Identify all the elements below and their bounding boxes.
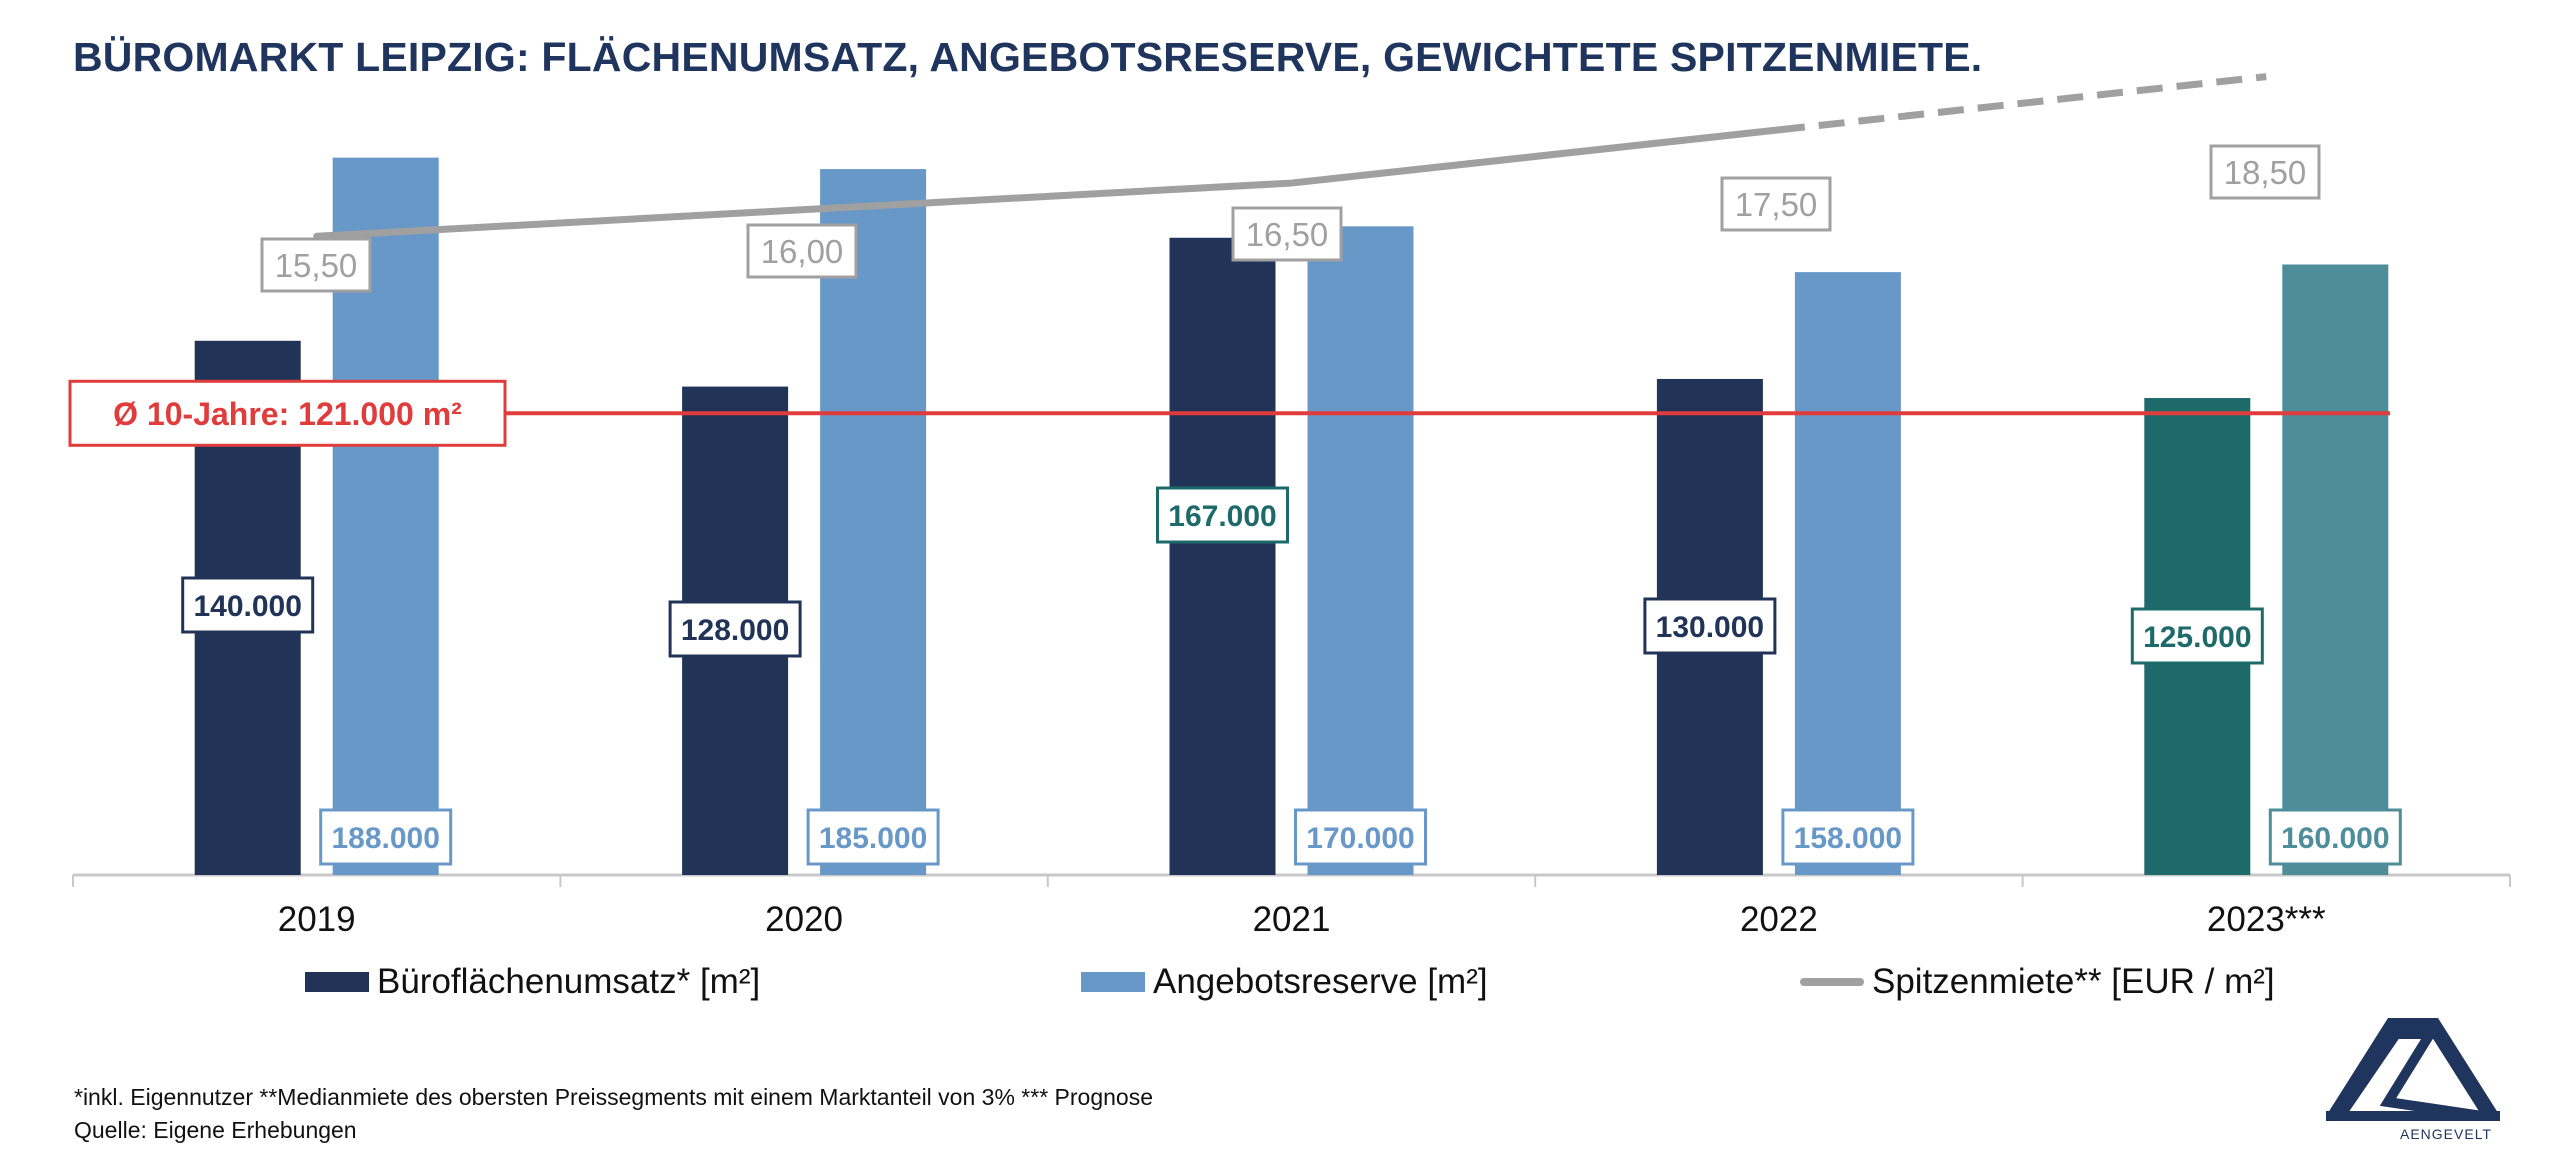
bar-angebot [820,169,927,875]
legend-swatch-miete [1800,978,1864,986]
line-data-label-text: 15,50 [275,247,358,284]
bar-angebot-data-label-box [1294,808,1427,866]
legend-label-umsatz: Büroflächenumsatz* [m²] [377,962,761,1001]
line-spitzenmiete-forecast [1778,73,2267,134]
bar-angebot [2282,264,2389,875]
bar-angebot-data-label-text: 160.000 [2281,822,2389,855]
footnote: *inkl. Eigennutzer **Medianmiete des obe… [74,1081,1153,1147]
bar-umsatz-data-label-text: 125.000 [2143,621,2251,654]
chart-title: BÜROMARKT LEIPZIG: FLÄCHENUMSATZ, ANGEBO… [73,34,1983,80]
chart: 2019 2020 2021 2022 2023*** Ø 10-Jahre: 121.0… [68,73,2511,939]
footnote-line-1: *inkl. Eigennutzer **Medianmiete des obe… [74,1084,1153,1110]
bar-angebot-data-label-box [1781,808,1915,866]
legend-label-miete: Spitzenmiete** [EUR / m²] [1872,962,2275,1001]
line-data-label: 16,50 [1231,206,1343,262]
bar-umsatz-data-label-text: 130.000 [1656,611,1764,644]
bar-umsatz-data-label-box [1643,597,1777,655]
legend-label-angebot: Angebotsreserve [m²] [1153,962,1488,1001]
bar-umsatz [1169,237,1276,875]
bar-angebot [1794,272,1901,876]
bar-angebot-data-label-box [806,808,940,866]
aengevelt-logo-icon [2326,1018,2500,1121]
legend-swatch-umsatz [305,972,369,992]
line-data-label-text: 16,00 [761,233,844,270]
reference-label-box [68,379,507,447]
legend-item-umsatz: Büroflächenumsatz* [m²] [305,960,760,1004]
bar-umsatz-data-label-box [1156,486,1289,544]
bar-angebot-data-label-text: 188.000 [331,822,439,855]
logo-text: AENGEVELT [2400,1126,2492,1142]
reference-label: Ø 10-Jahre: 121.000 m² [68,379,507,447]
reference-label-text: Ø 10-Jahre: 121.000 m² [113,396,462,432]
x-tick-label: 2023*** [2207,900,2326,939]
bar-angebot-data-label-text: 170.000 [1306,822,1414,855]
bar-angebot-data-label: 160.000 [2268,808,2402,866]
line-data-label: 15,50 [260,237,372,293]
bar-angebot-data-label-box [319,808,453,866]
legend-swatch-angebot [1081,972,1145,992]
line-data-label-text: 18,50 [2224,154,2307,191]
bar-umsatz-data-label: 125.000 [2130,607,2264,665]
line-data-label: 18,50 [2209,144,2321,200]
bar-angebot-data-label: 185.000 [806,808,940,866]
line-data-label: 16,00 [746,223,858,279]
line-data-label-box [746,223,858,279]
legend-item-angebot: Angebotsreserve [m²] [1081,960,1488,1004]
line-data-label-box [1720,176,1832,232]
bar-umsatz-data-label-text: 140.000 [193,590,301,623]
x-tick-label: 2020 [765,900,843,939]
bar-umsatz-data-label-text: 128.000 [681,614,789,647]
bar-angebot-data-label: 188.000 [319,808,453,866]
bar-angebot-data-label-text: 185.000 [819,822,927,855]
line-data-label-box [2209,144,2321,200]
line-data-label-text: 16,50 [1246,216,1329,253]
bar-umsatz-data-label: 130.000 [1643,597,1777,655]
footnote-source: Quelle: Eigene Erhebungen [74,1117,357,1143]
line-data-label-box [1231,206,1343,262]
bar-angebot-data-label-text: 158.000 [1794,822,1902,855]
line-data-label: 17,50 [1720,176,1832,232]
line-data-label-box [260,237,372,293]
bar-angebot-data-label: 158.000 [1781,808,1915,866]
bar-angebot-data-label: 170.000 [1294,808,1427,866]
legend-item-miete: Spitzenmiete** [EUR / m²] [1800,960,2275,1004]
x-tick-label: 2021 [1253,900,1331,939]
bar-umsatz-data-label-box [181,576,315,634]
bar-umsatz-data-label: 140.000 [181,576,315,634]
bar-angebot [1307,226,1414,875]
bar-umsatz-data-label: 128.000 [668,600,802,658]
x-tick-label: 2019 [278,900,356,939]
x-tick-label: 2022 [1740,900,1818,939]
bar-umsatz-data-label-text: 167.000 [1168,500,1276,533]
line-data-label-text: 17,50 [1735,186,1818,223]
line-spitzenmiete [313,126,1783,240]
bar-umsatz-data-label-box [2130,607,2264,665]
bar-umsatz-data-label: 167.000 [1156,486,1289,544]
bar-angebot-data-label-box [2268,808,2402,866]
bar-umsatz-data-label-box [668,600,802,658]
